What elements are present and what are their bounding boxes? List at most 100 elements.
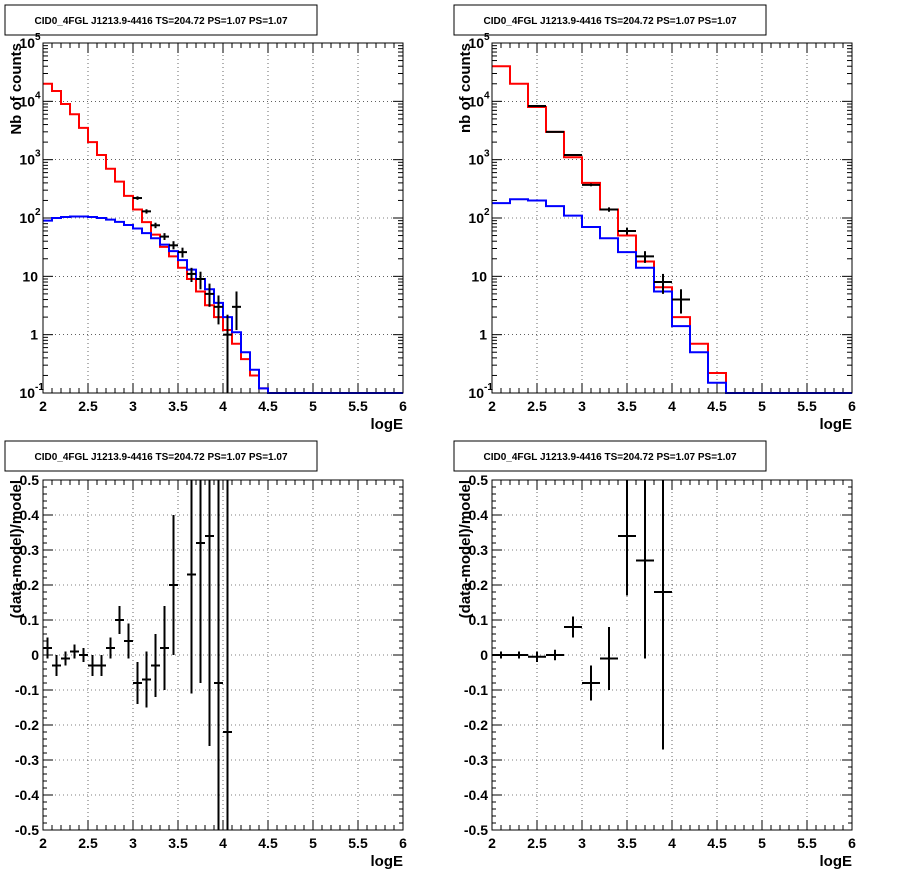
data-point [160, 233, 169, 240]
y-tick-label: 10 [468, 385, 484, 401]
y-tick-label: 10 [19, 385, 35, 401]
x-tick-label: 4 [668, 398, 676, 414]
data-point [133, 196, 142, 200]
y-tick-label: -0.1 [464, 682, 488, 698]
data-point [564, 616, 582, 638]
y-tick-label: 0.2 [469, 577, 489, 593]
y-axis-label: (data-model)/model [8, 480, 25, 618]
data-point [528, 651, 546, 662]
y-tick-label: 10 [19, 210, 35, 226]
data-point [169, 515, 178, 655]
data-point [510, 651, 528, 659]
data-point [232, 291, 241, 331]
y-tick-label: 10 [19, 35, 35, 51]
title-box [453, 440, 767, 472]
x-tick-label: 5.5 [348, 398, 368, 414]
y-tick-exponent: 4 [484, 90, 490, 101]
data-point [672, 289, 690, 314]
x-tick-label: 5 [309, 835, 317, 851]
y-tick-exponent: 2 [35, 207, 41, 218]
y-tick-label: 0.3 [469, 542, 489, 558]
x-tick-label: 2 [488, 398, 496, 414]
title-box [4, 4, 318, 36]
y-tick-label: 10 [468, 152, 484, 168]
data-point [160, 606, 169, 690]
data-point [52, 655, 61, 676]
data-point [214, 295, 223, 325]
x-tick-label: 5 [758, 835, 766, 851]
x-tick-label: 2.5 [527, 835, 547, 851]
x-axis-label: logE [371, 416, 404, 433]
y-tick-label: -0.2 [15, 717, 39, 733]
x-tick-label: 4.5 [258, 835, 278, 851]
y-tick-label: 0 [480, 647, 488, 663]
x-tick-label: 4 [219, 835, 227, 851]
x-tick-label: 5.5 [797, 398, 817, 414]
y-tick-label: -0.1 [15, 682, 39, 698]
y-tick-exponent: 4 [35, 90, 41, 101]
data-point [654, 480, 672, 750]
y-tick-label: 10 [22, 268, 38, 284]
data-point [97, 655, 106, 676]
x-tick-label: 6 [848, 398, 856, 414]
data-point [654, 273, 672, 294]
y-tick-exponent: 2 [484, 207, 490, 218]
data-point [187, 267, 196, 282]
data-point [178, 247, 187, 258]
data-point [223, 314, 232, 393]
data-point [600, 207, 618, 212]
y-tick-exponent: 3 [35, 149, 41, 160]
data-point [618, 480, 636, 596]
data-point [151, 634, 160, 697]
plot-frame [491, 42, 853, 394]
y-tick-exponent: 5 [484, 32, 490, 43]
data-point [70, 644, 79, 659]
y-tick-label: 10 [468, 35, 484, 51]
model-step-series-1 [43, 215, 403, 394]
plot-frame [42, 42, 404, 394]
data-point [196, 480, 205, 683]
y-tick-label: 10 [471, 268, 487, 284]
y-tick-label: 0.5 [20, 472, 40, 488]
x-tick-label: 3 [129, 398, 137, 414]
data-point [582, 183, 600, 187]
plot-frame [491, 479, 853, 831]
data-point [205, 480, 214, 746]
residual-panel-full-bins: CID0_4FGL J1213.9-4416 TS=204.72 PS=1.07… [4, 440, 407, 870]
y-tick-exponent: 3 [484, 149, 490, 160]
y-tick-label: 0.5 [469, 472, 489, 488]
x-tick-label: 2.5 [527, 398, 547, 414]
x-tick-label: 2 [488, 835, 496, 851]
y-tick-label: -0.5 [15, 822, 39, 838]
data-point [492, 651, 510, 659]
y-tick-exponent: 5 [35, 32, 41, 43]
x-tick-label: 3.5 [617, 835, 637, 851]
y-axis-label: nb of counts [457, 43, 474, 133]
data-point [79, 648, 88, 662]
data-point [169, 241, 178, 250]
data-point [196, 271, 205, 290]
y-axis-label: (data-model)/model [457, 480, 474, 618]
x-tick-label: 2 [39, 835, 47, 851]
model-step-series-0 [43, 82, 403, 394]
spectrum-panel-coarse-bins: CID0_4FGL J1213.9-4416 TS=204.72 PS=1.07… [453, 4, 856, 433]
x-tick-label: 2 [39, 398, 47, 414]
x-tick-label: 6 [848, 835, 856, 851]
y-tick-label: -0.2 [464, 717, 488, 733]
data-point [636, 251, 654, 263]
plot-title: CID0_4FGL J1213.9-4416 TS=204.72 PS=1.07… [483, 16, 736, 27]
data-point [546, 649, 564, 661]
y-tick-label: 0.4 [20, 507, 40, 523]
x-tick-label: 5.5 [797, 835, 817, 851]
data-point [214, 480, 223, 830]
data-point [187, 480, 196, 694]
x-tick-label: 4 [668, 835, 676, 851]
data-point [142, 651, 151, 708]
data-point [528, 105, 546, 108]
x-tick-label: 3 [578, 398, 586, 414]
x-tick-label: 2.5 [78, 835, 98, 851]
y-tick-exponent: -1 [484, 382, 493, 393]
data-point [115, 606, 124, 634]
x-tick-label: 3.5 [168, 398, 188, 414]
